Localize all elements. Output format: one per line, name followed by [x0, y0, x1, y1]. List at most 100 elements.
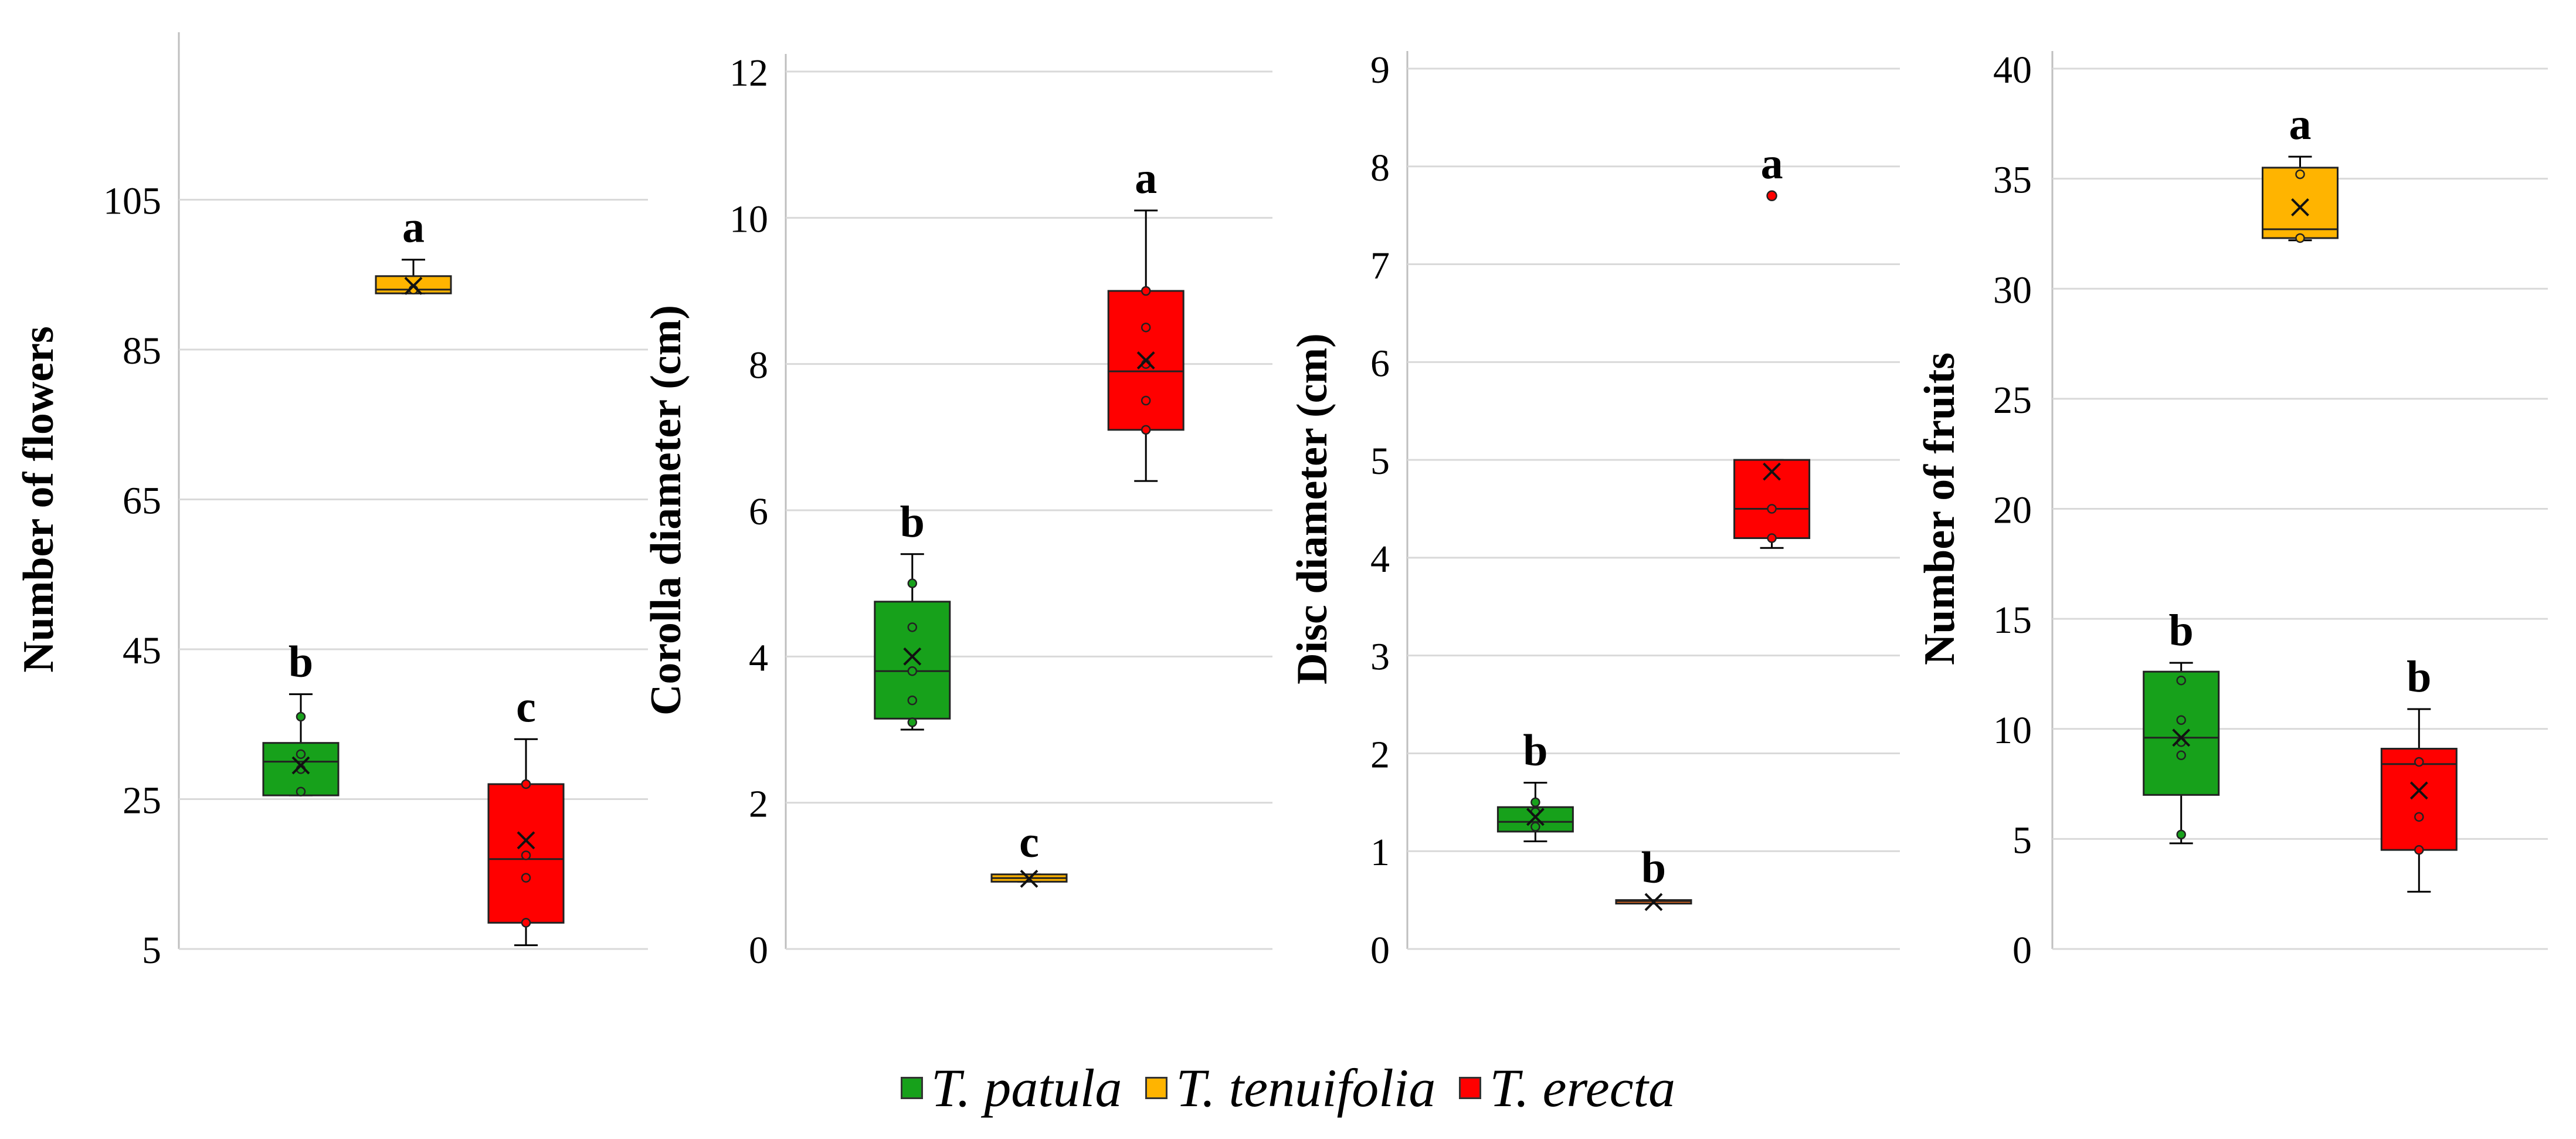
box-patula: b: [262, 638, 340, 796]
y-tick-label: 30: [1993, 269, 2032, 311]
y-tick-label: 9: [1370, 49, 1390, 91]
data-point: [2295, 233, 2305, 243]
y-tick-label: 0: [749, 929, 768, 972]
data-point: [1767, 504, 1777, 514]
significance-letter: b: [1641, 843, 1666, 893]
y-tick-label: 20: [1993, 489, 2032, 532]
y-tick-label: 1: [1370, 831, 1390, 874]
data-point: [521, 850, 531, 860]
legend-item-patula: T. patula: [900, 1057, 1122, 1119]
chart-panel-4: 0 5 10 15 20 25 30 35 40 Number of fruits b a b: [1916, 49, 2548, 972]
mean-marker: [1020, 869, 1038, 888]
y-tick-label: 25: [1993, 379, 2032, 422]
chart-panel-2: 0 2 4 6 8 10 12 Corolla diameter (cm) b c a: [642, 52, 1272, 972]
significance-letter: b: [289, 638, 313, 687]
box-patula: b: [2143, 606, 2220, 845]
data-point: [2295, 169, 2305, 179]
y-tick-label: 65: [123, 480, 161, 523]
box-tenuifolia: c: [990, 818, 1068, 888]
y-tick-label: 10: [729, 198, 768, 240]
data-point: [1530, 797, 1540, 808]
y-axis-label: Number of flowers: [15, 326, 63, 673]
data-point: [2176, 829, 2186, 840]
y-tick-label: 8: [749, 344, 768, 387]
data-point: [1141, 286, 1151, 296]
y-tick-label: 10: [1993, 709, 2032, 752]
significance-letter: a: [1761, 139, 1783, 188]
data-point: [521, 779, 531, 789]
y-tick-label: 7: [1370, 245, 1390, 287]
mean-marker: [2291, 198, 2309, 216]
legend-item-erecta: T. erecta: [1459, 1057, 1675, 1119]
significance-letter: a: [402, 203, 425, 252]
significance-letter: b: [1523, 726, 1547, 775]
y-tick-label: 25: [123, 779, 161, 822]
box-tenuifolia: b: [1615, 843, 1692, 911]
y-axis-label: Corolla diameter (cm): [642, 305, 690, 716]
y-tick-label: 6: [749, 490, 768, 533]
chart-panel-3: 0 1 2 3 4 5 6 7 8 9 Disc diameter (cm) b b a: [1288, 49, 1900, 972]
legend-swatch-erecta: [1459, 1077, 1482, 1099]
box-tenuifolia: a: [2262, 100, 2339, 243]
legend-label-erecta: T. erecta: [1489, 1058, 1676, 1118]
box-erecta: a: [1107, 154, 1185, 482]
box-body: [2143, 670, 2220, 796]
data-point: [907, 622, 918, 632]
significance-letter: a: [2289, 100, 2312, 149]
data-point: [1767, 533, 1777, 543]
mean-marker: [1763, 462, 1781, 481]
data-point: [521, 873, 531, 883]
y-axis-label: Number of fruits: [1916, 352, 1964, 665]
box-erecta: c: [487, 682, 565, 947]
mean-marker: [2409, 781, 2428, 800]
mean-marker: [903, 647, 922, 666]
legend-label-patula: T. patula: [931, 1058, 1122, 1118]
data-point: [2414, 757, 2424, 767]
y-tick-label: 4: [1370, 538, 1390, 581]
mean-marker: [1644, 893, 1663, 911]
y-tick-label: 4: [749, 636, 768, 679]
data-point: [296, 787, 306, 796]
data-point: [1141, 425, 1151, 435]
data-point: [1141, 395, 1151, 406]
y-tick-label: 0: [1370, 929, 1390, 972]
significance-letter: b: [900, 497, 925, 547]
legend-swatch-patula: [900, 1077, 923, 1099]
box-erecta: a: [1733, 139, 1811, 549]
mean-marker: [517, 831, 535, 850]
chart-panel-1: 5 25 45 65 85 105 Number of flowers b a c: [15, 32, 648, 972]
mean-marker: [1526, 808, 1545, 826]
legend: T. patula T. tenuifolia T. erecta: [0, 1050, 2576, 1126]
data-point: [907, 717, 918, 727]
data-point: [521, 918, 531, 928]
significance-letter: c: [1019, 818, 1039, 867]
data-point: [296, 749, 306, 760]
box-body: [2262, 167, 2339, 239]
significance-letter: b: [2407, 652, 2431, 701]
significance-letter: b: [2169, 606, 2194, 655]
data-point: [2176, 715, 2186, 725]
y-tick-label: 40: [1993, 49, 2032, 91]
y-tick-label: 35: [1993, 159, 2032, 202]
y-tick-label: 8: [1370, 147, 1390, 189]
y-tick-label: 6: [1370, 342, 1390, 385]
data-point: [2176, 750, 2186, 761]
legend-item-tenuifolia: T. tenuifolia: [1145, 1057, 1435, 1119]
y-tick-label: 85: [123, 330, 161, 372]
y-tick-label: 105: [103, 180, 161, 223]
mean-marker: [2172, 728, 2191, 747]
box-patula: b: [874, 497, 951, 731]
y-tick-label: 15: [1993, 599, 2032, 642]
y-axis-label: Disc diameter (cm): [1288, 333, 1336, 684]
legend-label-tenuifolia: T. tenuifolia: [1176, 1058, 1436, 1118]
y-tick-label: 5: [2012, 819, 2032, 862]
data-point: [907, 578, 918, 588]
mean-marker: [291, 756, 310, 775]
data-point: [296, 711, 306, 722]
data-point: [2176, 675, 2186, 686]
box-tenuifolia: a: [375, 203, 452, 295]
data-point: [2414, 845, 2424, 855]
y-tick-label: 0: [2012, 929, 2032, 972]
significance-letter: c: [516, 682, 536, 731]
